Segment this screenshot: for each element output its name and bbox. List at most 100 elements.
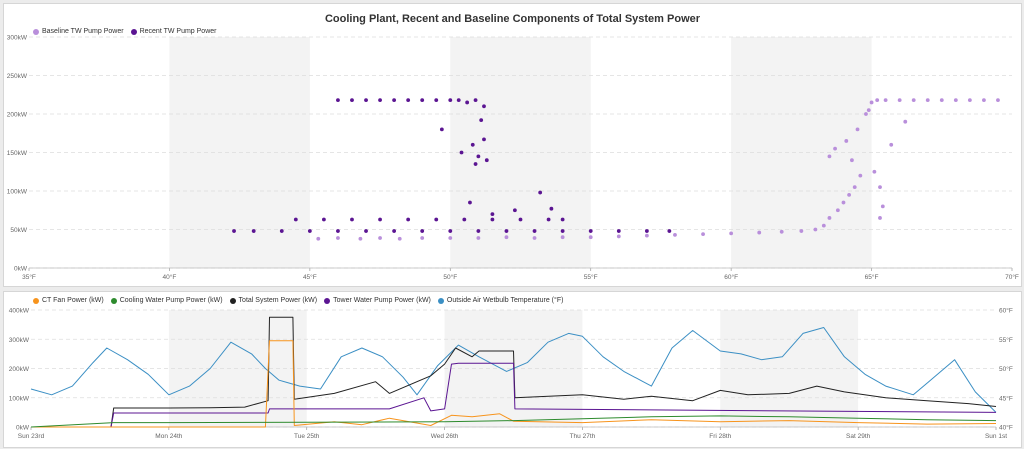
legend-swatch: [229, 297, 236, 304]
baseline-point-27: [858, 173, 863, 178]
legend-swatch: [437, 297, 444, 304]
baseline-point-45: [996, 98, 1000, 103]
x-tick-label: Mon 24th: [155, 433, 182, 440]
recent-point-34: [420, 98, 425, 103]
legend-item-ct-fan-power[interactable]: CT Fan Power (kW): [33, 297, 104, 304]
baseline-point-12: [616, 234, 621, 239]
legend-label: Tower Water Pump Power (kW): [333, 297, 431, 304]
legend-item-recent-tw-pump[interactable]: Recent TW Pump Power: [130, 28, 217, 35]
chart-title: Cooling Plant, Recent and Baseline Compo…: [324, 13, 701, 25]
baseline-point-3: [378, 236, 382, 240]
legend-label: Total System Power (kW): [238, 297, 318, 304]
x-tick-label: Fri 28th: [709, 433, 731, 440]
y-right-tick-label: 60°F: [999, 307, 1013, 315]
x-tick-label: 70°F: [1005, 273, 1019, 281]
x-tick-label: Thu 27th: [570, 433, 596, 440]
recent-point-18: [322, 217, 326, 222]
legend-item-total-system-power[interactable]: Total System Power (kW): [229, 297, 318, 304]
recent-point-0: [232, 229, 236, 233]
recent-point-46: [473, 162, 478, 166]
recent-point-13: [588, 229, 593, 233]
recent-point-24: [490, 217, 495, 222]
recent-point-15: [644, 229, 649, 233]
recent-point-48: [479, 118, 484, 123]
baseline-point-32: [855, 127, 860, 132]
baseline-point-35: [869, 100, 874, 105]
recent-point-31: [378, 98, 382, 103]
baseline-point-50: [878, 216, 882, 220]
legend-swatch: [324, 297, 331, 304]
legend-item-cooling-water-pump-power[interactable]: Cooling Water Pump Power (kW): [110, 297, 223, 304]
legend-label: Outside Air Wetbulb Temperature (°F): [446, 297, 564, 304]
legend-label: Baseline TW Pump Power: [42, 28, 124, 35]
baseline-point-1: [336, 236, 340, 240]
y-left-tick-label: 200kW: [9, 366, 30, 373]
series-line-0: [30, 327, 997, 413]
baseline-point-13: [644, 233, 649, 238]
series-line-3: [31, 340, 997, 428]
scatter-legend: Baseline TW Pump Power Recent TW Pump Po…: [33, 28, 223, 35]
baseline-point-7: [476, 236, 481, 240]
recent-point-51: [512, 208, 517, 213]
y-tick-label: 0kW: [14, 266, 28, 273]
recent-point-35: [434, 98, 439, 103]
legend-label: Cooling Water Pump Power (kW): [119, 297, 223, 304]
legend-item-tower-water-pump-power[interactable]: Tower Water Pump Power (kW): [324, 297, 431, 304]
x-tick-label: Sun 23rd: [18, 433, 45, 440]
baseline-point-0: [316, 236, 321, 241]
legend-item-outside-air-wetbulb[interactable]: Outside Air Wetbulb Temperature (°F): [437, 297, 564, 304]
recent-point-47: [484, 158, 489, 163]
recent-point-1: [251, 229, 256, 233]
baseline-point-40: [925, 98, 930, 103]
recent-point-52: [538, 190, 543, 195]
recent-point-28: [336, 98, 340, 103]
x-tick-label: Tue 25th: [294, 433, 320, 440]
recent-point-39: [473, 98, 478, 103]
baseline-point-2: [358, 236, 363, 241]
recent-point-9: [476, 229, 481, 233]
legend-label: Recent TW Pump Power: [139, 28, 217, 35]
baseline-point-47: [903, 119, 908, 124]
baseline-point-31: [844, 139, 849, 143]
recent-point-4: [336, 229, 340, 233]
timeseries-plot: 0kW 100kW 200kW 300kW 400kW 40°F 45°F 50°F 55°F 6…: [9, 307, 1013, 441]
recent-point-20: [378, 217, 382, 222]
x-tick-label: Wed 26th: [431, 433, 459, 440]
x-tick-label: 55°F: [584, 273, 598, 281]
recent-point-7: [420, 229, 425, 233]
legend-item-baseline-tw-pump[interactable]: Baseline TW Pump Power: [33, 28, 124, 35]
baseline-point-10: [560, 235, 565, 240]
baseline-point-34: [866, 108, 871, 113]
baseline-point-30: [827, 154, 832, 159]
baseline-point-36: [875, 98, 880, 103]
baseline-point-46: [889, 142, 894, 147]
recent-point-27: [560, 217, 565, 222]
y-left-tick-label: 400kW: [9, 308, 30, 315]
recent-point-45: [482, 137, 486, 142]
recent-point-30: [364, 98, 368, 103]
baseline-point-29: [833, 146, 837, 151]
recent-point-40: [482, 104, 486, 109]
y-tick-label: 250kW: [7, 73, 28, 80]
y-right-tick-label: 55°F: [999, 336, 1013, 344]
baseline-point-6: [448, 236, 453, 240]
baseline-point-17: [757, 230, 762, 235]
baseline-point-42: [953, 98, 958, 103]
legend-label: CT Fan Power (kW): [42, 297, 104, 304]
recent-point-6: [392, 229, 397, 233]
legend-swatch: [33, 28, 39, 35]
recent-point-42: [459, 150, 464, 155]
recent-point-49: [468, 200, 472, 205]
recent-point-43: [470, 142, 475, 147]
baseline-point-51: [872, 169, 877, 174]
timeseries-chart-panel: CT Fan Power (kW) Cooling Water Pump Pow…: [3, 291, 1022, 448]
baseline-point-11: [588, 235, 593, 240]
recent-point-23: [462, 217, 467, 222]
x-tick-label: 50°F: [443, 273, 457, 281]
recent-point-33: [406, 98, 411, 103]
recent-point-16: [667, 229, 672, 233]
recent-point-38: [465, 100, 470, 105]
recent-point-8: [448, 229, 453, 233]
baseline-point-28: [850, 158, 854, 163]
x-tick-label: Sun 1st: [985, 433, 1007, 440]
